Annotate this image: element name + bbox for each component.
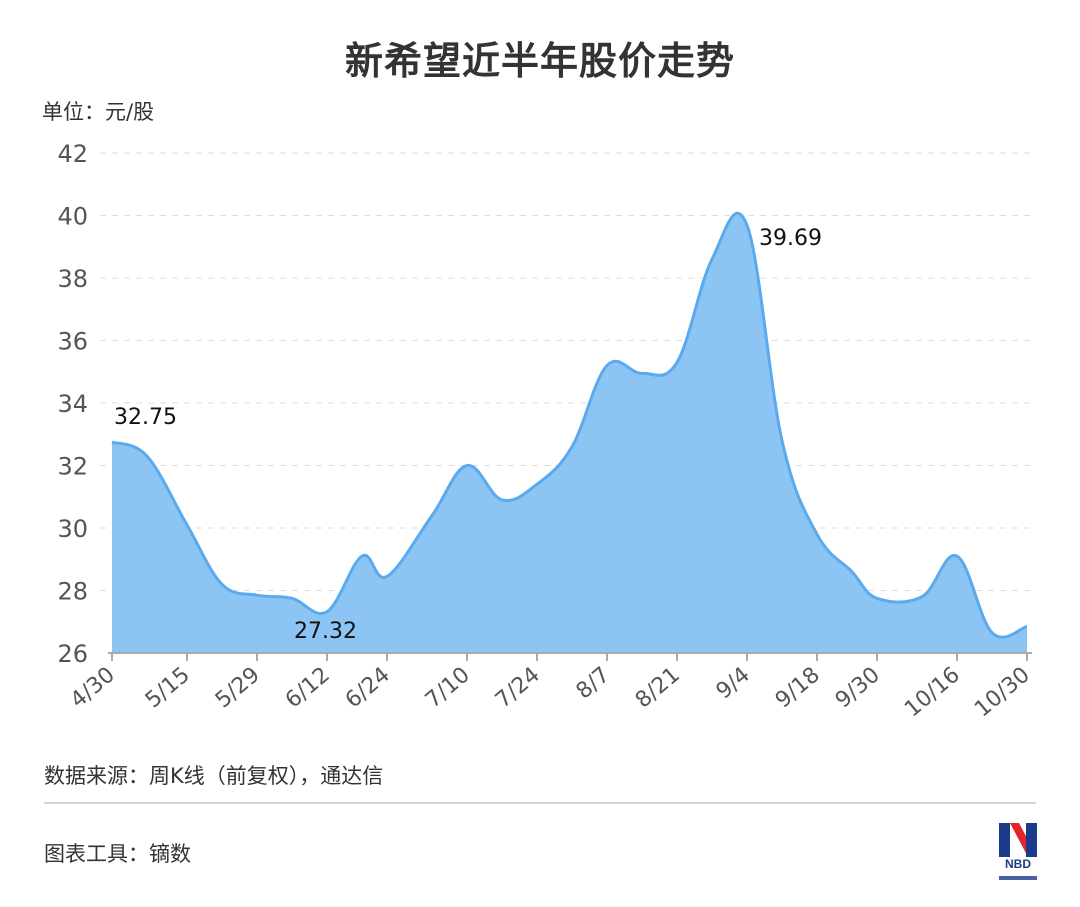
x-tick-label: 6/12 — [281, 662, 335, 713]
data-label: 27.32 — [294, 619, 357, 644]
nbd-logo-mark-icon — [999, 823, 1037, 857]
stock-price-area-chart: 26 28 30 32 34 36 38 40 42 4/30 5/15 5/29 6/12 6/24 7/… — [57, 140, 1035, 722]
x-tick-label: 10/30 — [970, 662, 1035, 722]
data-label: 32.75 — [114, 405, 177, 430]
x-tick-label: 6/24 — [341, 662, 395, 713]
x-tick-label: 7/10 — [421, 662, 475, 713]
x-tick-label: 10/16 — [900, 662, 965, 722]
x-tick-label: 9/4 — [712, 662, 755, 704]
unit-label: 单位：元/股 — [42, 100, 155, 124]
y-tick-label: 40 — [57, 203, 88, 231]
x-tick-label: 5/29 — [211, 662, 265, 713]
x-tick-label: 9/18 — [771, 662, 825, 713]
data-label: 39.69 — [759, 226, 822, 251]
y-tick-label: 26 — [57, 640, 88, 668]
nbd-logo-subtext-icon — [999, 876, 1037, 880]
nbd-logo: NBD — [997, 823, 1039, 885]
y-tick-label: 28 — [57, 578, 88, 606]
data-source-note: 数据来源：周K线（前复权），通达信 — [44, 764, 384, 788]
y-tick-label: 30 — [57, 515, 88, 543]
x-tick-label: 9/30 — [831, 662, 885, 713]
chart-tool-note: 图表工具：镝数 — [44, 842, 191, 866]
nbd-logo-text: NBD — [1005, 857, 1031, 871]
y-tick-label: 32 — [57, 453, 88, 481]
x-tick-label: 5/15 — [141, 662, 195, 713]
x-tick-label: 4/30 — [66, 662, 120, 713]
price-line — [111, 211, 1028, 639]
y-tick-label: 36 — [57, 328, 88, 356]
x-tick-label: 8/21 — [631, 662, 685, 713]
y-tick-label: 34 — [57, 390, 88, 418]
x-tick-label: 8/7 — [572, 662, 615, 704]
chart-title: 新希望近半年股价走势 — [344, 39, 735, 83]
footer-divider — [44, 802, 1036, 804]
x-tick-label: 7/24 — [491, 662, 545, 713]
y-tick-label: 42 — [57, 140, 88, 168]
y-tick-label: 38 — [57, 265, 88, 293]
price-area — [112, 213, 1027, 654]
